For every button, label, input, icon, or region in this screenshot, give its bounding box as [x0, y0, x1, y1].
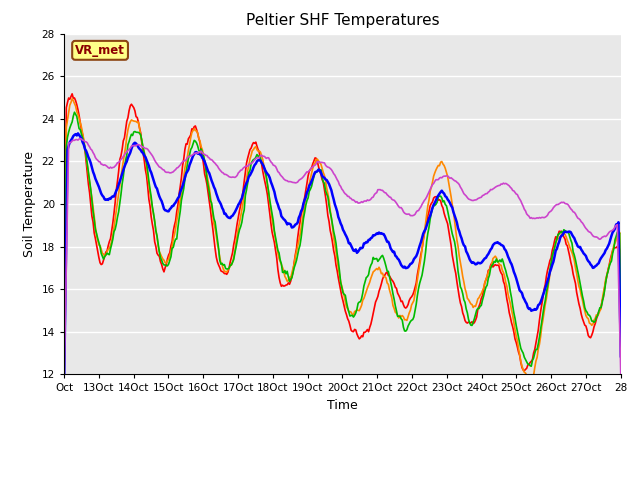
pSHF_T5: [470, 197, 478, 203]
Legend: pSHF_T1, pSHF_T2, pSHF_T3, pSHF_T4, pSHF_T5: pSHF_T1, pSHF_T2, pSHF_T3, pSHF_T4, pSHF…: [104, 476, 580, 480]
pSHF_T2: [68, 96, 76, 102]
pSHF_T4: [617, 353, 625, 359]
pSHF_T5: [399, 209, 407, 215]
pSHF_T3: [567, 237, 575, 243]
pSHF_T1: [373, 297, 381, 302]
pSHF_T5: [76, 136, 84, 142]
pSHF_T5: [296, 177, 304, 182]
pSHF_T1: [234, 214, 242, 220]
pSHF_T4: [373, 230, 381, 236]
pSHF_T2: [234, 225, 242, 231]
pSHF_T2: [567, 247, 575, 253]
pSHF_T1: [399, 302, 407, 308]
pSHF_T3: [234, 232, 242, 238]
pSHF_T5: [617, 373, 625, 379]
pSHF_T2: [399, 314, 407, 320]
pSHF_T2: [617, 329, 625, 335]
pSHF_T3: [617, 328, 625, 334]
pSHF_T3: [470, 316, 478, 322]
pSHF_T2: [470, 303, 478, 309]
pSHF_T5: [567, 206, 575, 212]
Text: VR_met: VR_met: [75, 44, 125, 57]
Y-axis label: Soil Temperature: Soil Temperature: [23, 151, 36, 257]
pSHF_T2: [373, 266, 381, 272]
pSHF_T1: [520, 368, 528, 374]
X-axis label: Time: Time: [327, 399, 358, 412]
pSHF_T2: [296, 232, 304, 238]
pSHF_T1: [60, 368, 68, 373]
pSHF_T5: [60, 384, 68, 390]
pSHF_T4: [234, 202, 242, 207]
pSHF_T3: [70, 109, 78, 115]
Line: pSHF_T3: pSHF_T3: [64, 112, 621, 393]
pSHF_T5: [373, 190, 381, 196]
pSHF_T4: [399, 264, 407, 270]
Line: pSHF_T1: pSHF_T1: [64, 94, 621, 371]
pSHF_T4: [567, 229, 575, 235]
Line: pSHF_T4: pSHF_T4: [64, 133, 621, 393]
pSHF_T4: [74, 131, 82, 136]
pSHF_T1: [296, 220, 304, 226]
pSHF_T2: [60, 379, 68, 384]
pSHF_T1: [568, 264, 576, 270]
pSHF_T4: [470, 260, 478, 266]
pSHF_T5: [234, 170, 242, 176]
pSHF_T4: [296, 212, 304, 218]
pSHF_T4: [60, 390, 68, 396]
pSHF_T1: [68, 91, 76, 96]
pSHF_T3: [373, 256, 381, 262]
pSHF_T3: [296, 242, 304, 248]
pSHF_T1: [617, 342, 625, 348]
pSHF_T3: [60, 390, 68, 396]
pSHF_T1: [470, 320, 478, 325]
Line: pSHF_T2: pSHF_T2: [64, 99, 621, 382]
pSHF_T3: [399, 324, 407, 330]
Title: Peltier SHF Temperatures: Peltier SHF Temperatures: [246, 13, 439, 28]
Line: pSHF_T5: pSHF_T5: [64, 139, 621, 387]
